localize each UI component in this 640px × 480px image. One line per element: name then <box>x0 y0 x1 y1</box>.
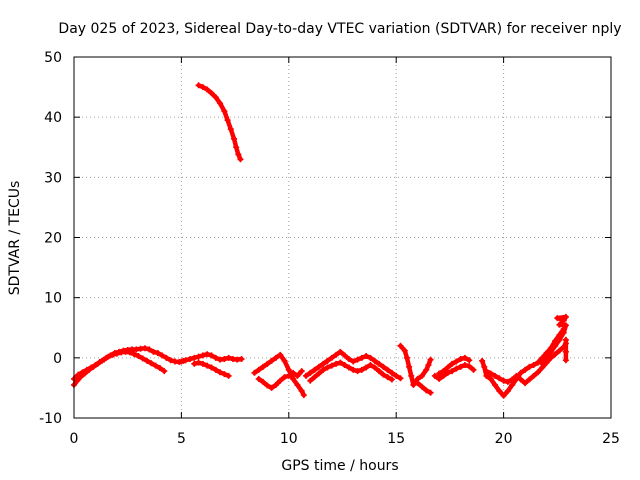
data-point <box>161 368 168 375</box>
data-point <box>388 376 395 383</box>
data-point <box>238 356 245 363</box>
x-axis-label: GPS time / hours <box>281 458 398 474</box>
data-point <box>427 389 434 396</box>
x-tick-label: 10 <box>280 431 298 447</box>
x-tick-label: 20 <box>495 431 513 447</box>
y-tick-label: 40 <box>44 110 62 126</box>
grid <box>74 57 611 418</box>
x-tick-label: 25 <box>602 431 620 447</box>
series-high-arc <box>195 82 244 163</box>
series-arc-afternoon <box>302 348 404 384</box>
y-axis: -10 0 10 20 30 40 50 <box>39 50 611 427</box>
data-point <box>397 375 404 382</box>
series-arc-night <box>479 313 569 399</box>
series-arc-morning <box>178 351 245 379</box>
data-point <box>558 316 565 323</box>
y-tick-label: 30 <box>44 170 62 186</box>
series-arc-evening <box>397 342 477 396</box>
y-axis-label: SDTVAR / TECUs <box>7 181 23 296</box>
data-point <box>562 357 569 364</box>
y-tick-label: -10 <box>39 411 62 427</box>
y-tick-label: 50 <box>44 50 62 66</box>
x-tick-label: 15 <box>387 431 405 447</box>
data-point <box>300 392 307 399</box>
data-point <box>225 372 232 379</box>
chart-title: Day 025 of 2023, Sidereal Day-to-day VTE… <box>58 21 621 37</box>
x-tick-label: 0 <box>70 431 79 447</box>
data-points <box>71 82 569 399</box>
x-axis: 0 5 10 15 20 25 <box>70 57 620 447</box>
x-tick-label: 5 <box>177 431 186 447</box>
y-tick-label: 10 <box>44 291 62 307</box>
series-arc-early-low <box>71 348 168 382</box>
data-point <box>470 366 477 373</box>
data-point <box>298 368 305 375</box>
series-arc-midday <box>251 351 307 399</box>
y-tick-label: 0 <box>53 351 62 367</box>
data-point <box>466 357 473 364</box>
data-point <box>427 356 434 363</box>
data-point <box>237 156 244 163</box>
y-tick-label: 20 <box>44 231 62 247</box>
